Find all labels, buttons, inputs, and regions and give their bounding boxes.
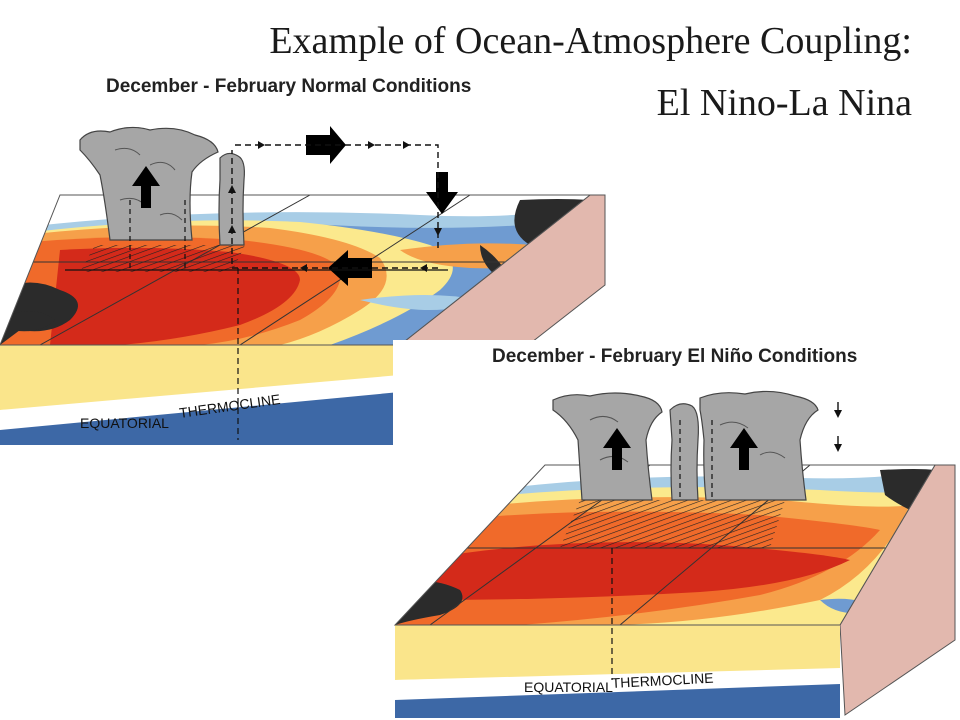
trade-wind-arrow [328,250,372,286]
slide-title-line1: Example of Ocean-Atmosphere Coupling: [269,20,912,62]
convection-cloud-small [669,403,699,501]
normal-conditions-panel: EQUATORIAL THERMOCLINE [0,126,606,447]
equatorial-label: EQUATORIAL [524,679,613,695]
deep-ocean-layer [0,392,400,445]
el-nino-conditions-panel: EQUATORIAL THERMOCLINE [393,340,960,720]
rainfall-hatching [560,500,785,548]
deep-ocean-layer [395,684,840,718]
rising-air-arrow [730,428,758,470]
rainfall-hatching [80,245,245,272]
normal-panel-heading: December - February Normal Conditions [106,76,472,97]
thermocline-band [395,668,840,700]
thermocline-label: THERMOCLINE [611,670,714,691]
el-nino-panel-heading: December - February El Niño Conditions [492,346,858,367]
thermocline-band [0,375,400,430]
equatorial-label: EQUATORIAL [80,415,169,431]
slide-title-line2: El Nino-La Nina [656,82,912,124]
convection-cloud [699,390,819,501]
sinking-air-arrow [426,172,458,214]
rising-air-arrow [603,428,631,470]
upper-ocean-layer [395,625,840,680]
rising-air-arrow [132,166,160,208]
